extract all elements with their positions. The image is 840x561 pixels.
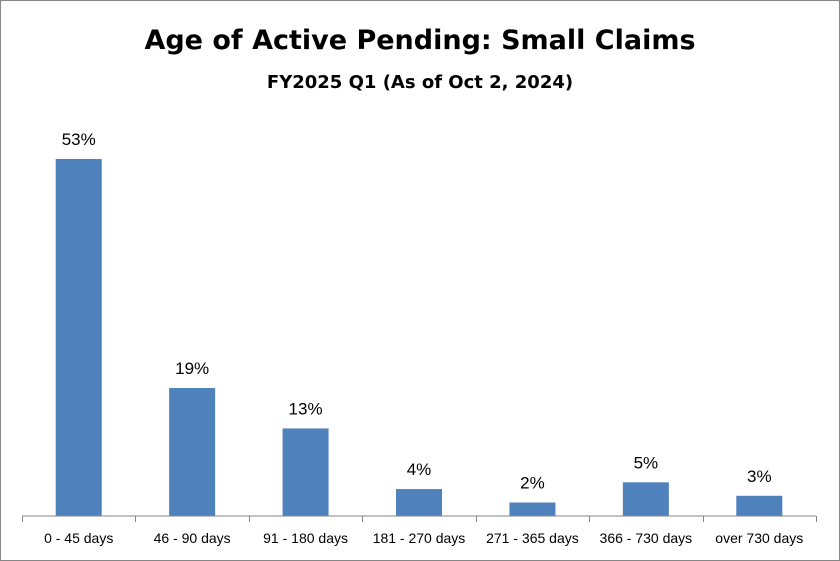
x-axis [22,515,817,522]
bar [736,495,783,516]
bar [509,502,556,516]
data-label: 19% [175,359,209,378]
data-label: 13% [289,399,323,418]
data-label: 4% [407,460,432,479]
x-tick-label: over 730 days [715,530,803,546]
x-tick-label: 46 - 90 days [154,530,231,546]
x-tick-label: 366 - 730 days [600,530,693,546]
data-label: 5% [634,453,659,472]
x-tick-label: 91 - 180 days [263,530,348,546]
data-label: 2% [520,474,545,493]
data-label: 53% [62,130,96,149]
x-tick-labels: 0 - 45 days 46 - 90 days 91 - 180 days 181 … [44,530,803,546]
data-label: 3% [747,467,772,486]
chart-title: Age of Active Pending: Small Claims [144,25,695,56]
chart-subtitle: FY2025 Q1 (As of Oct 2, 2024) [267,72,573,93]
bar [282,428,329,516]
bar [622,482,669,516]
x-tick-label: 271 - 365 days [486,530,579,546]
bar [169,388,216,516]
bar [55,159,102,516]
x-tick-label: 0 - 45 days [44,530,113,546]
value-labels-group: 53% 19% 13% 4% 2% 5% 3% [62,130,772,493]
bar [396,489,442,516]
bars-group [55,159,783,516]
x-tick-label: 181 - 270 days [373,530,466,546]
